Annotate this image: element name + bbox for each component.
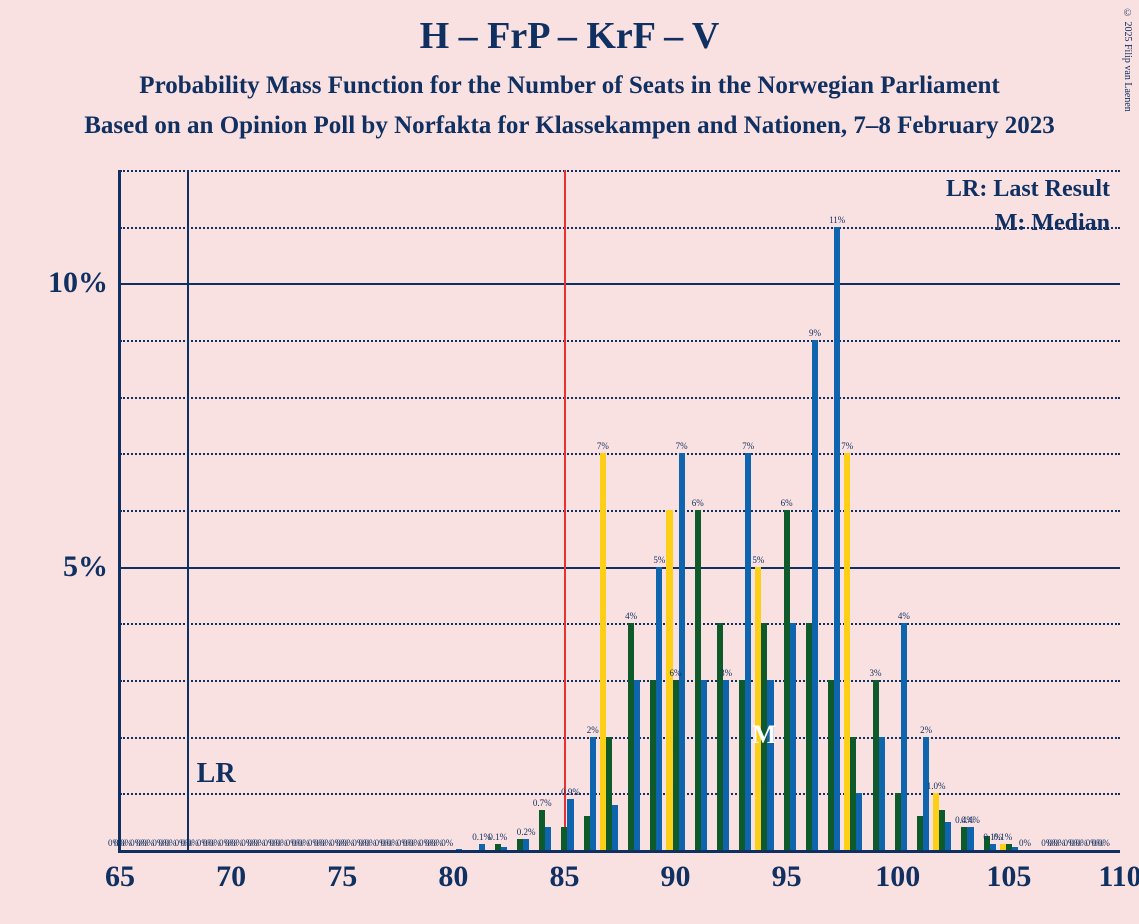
median-marker-text: M: [752, 720, 777, 750]
bar: [812, 340, 818, 850]
bar: [679, 453, 685, 850]
x-axis-label: 85: [549, 860, 579, 894]
bar: [790, 623, 796, 850]
x-axis-label: 65: [105, 860, 135, 894]
gridline-minor: [120, 680, 1120, 682]
gridline-minor: [120, 737, 1120, 739]
legend-median: M: Median: [995, 210, 1110, 237]
bar: [901, 623, 907, 850]
bar: [745, 453, 751, 850]
median-line: [564, 170, 566, 850]
bar-value-label: 4%: [898, 611, 910, 621]
x-axis: [118, 850, 1120, 853]
bar-value-label: 0.7%: [533, 798, 552, 808]
bar-value-label: 0.2%: [517, 827, 536, 837]
bar-value-label: 6%: [781, 498, 793, 508]
bar-value-label: 7%: [841, 441, 853, 451]
bar-value-label: 7%: [597, 441, 609, 451]
copyright-text: © 2025 Filip van Laenen: [1122, 8, 1133, 112]
bar: [723, 680, 729, 850]
bar-value-label: 6%: [692, 498, 704, 508]
bar-value-label: 0%: [1098, 838, 1110, 848]
bar-value-label: 3%: [870, 668, 882, 678]
legend-last-result: LR: Last Result: [946, 176, 1110, 203]
bar-value-label: 0.1%: [488, 832, 507, 842]
bar: [856, 793, 862, 850]
bar-value-label: 7%: [742, 441, 754, 451]
gridline-minor: [120, 453, 1120, 455]
x-axis-label: 75: [327, 860, 357, 894]
bar-value-label: 0.4%: [961, 815, 980, 825]
last-result-marker-text: LR: [197, 758, 236, 790]
x-axis-label: 95: [772, 860, 802, 894]
bar-value-label: 4%: [625, 611, 637, 621]
last-result-line: [187, 170, 189, 850]
gridline-minor: [120, 340, 1120, 342]
x-axis-label: 70: [216, 860, 246, 894]
bar-value-label: 9%: [809, 328, 821, 338]
gridline-minor: [120, 227, 1120, 229]
bar-value-label: 5%: [653, 555, 665, 565]
y-axis-label: 5%: [63, 550, 108, 584]
bar: [590, 737, 596, 850]
bar-value-label: 2%: [920, 725, 932, 735]
chart-title: H – FrP – KrF – V: [0, 0, 1139, 58]
bar: [923, 737, 929, 850]
bar: [612, 805, 618, 850]
bar-value-label: 0.1%: [993, 832, 1012, 842]
bar: [767, 680, 773, 850]
bar-value-label: 2%: [587, 725, 599, 735]
chart-plot-area: 5%10%0%0%0%0%0%0%0%0%0%0%0%0%0%0%0%0%0%0…: [120, 170, 1120, 850]
bar-value-label: 0.9%: [561, 787, 580, 797]
chart-subtitle-1: Probability Mass Function for the Number…: [0, 72, 1139, 100]
bar: [567, 799, 573, 850]
gridline-minor: [120, 170, 1120, 172]
gridline-minor: [120, 397, 1120, 399]
bar: [967, 827, 973, 850]
bar-value-label: 7%: [676, 441, 688, 451]
x-axis-label: 90: [661, 860, 691, 894]
x-axis-label: 100: [875, 860, 920, 894]
bar: [879, 737, 885, 850]
x-axis-label: 105: [986, 860, 1031, 894]
bar: [545, 827, 551, 850]
bar: [656, 567, 662, 850]
bar-value-label: 1.0%: [927, 781, 946, 791]
bar-value-label: 5%: [752, 555, 764, 565]
chart-subtitle-2: Based on an Opinion Poll by Norfakta for…: [0, 112, 1139, 140]
bar-value-label: 3%: [720, 668, 732, 678]
y-axis: [118, 170, 121, 850]
x-axis-label: 80: [438, 860, 468, 894]
x-axis-label: 110: [1098, 860, 1139, 894]
bar: [634, 680, 640, 850]
bar: [945, 822, 951, 850]
bar-value-label: 0%: [1019, 838, 1031, 848]
gridline-minor: [120, 793, 1120, 795]
bar: [701, 680, 707, 850]
gridline-major: [120, 283, 1120, 285]
bar-value-label: 11%: [829, 215, 845, 225]
gridline-minor: [120, 510, 1120, 512]
bar-value-label: 0%: [441, 838, 453, 848]
gridline-major: [120, 567, 1120, 569]
y-axis-label: 10%: [48, 266, 108, 300]
bar: [523, 839, 529, 850]
gridline-minor: [120, 623, 1120, 625]
bar: [834, 227, 840, 850]
bar-value-label: 6%: [670, 668, 682, 678]
